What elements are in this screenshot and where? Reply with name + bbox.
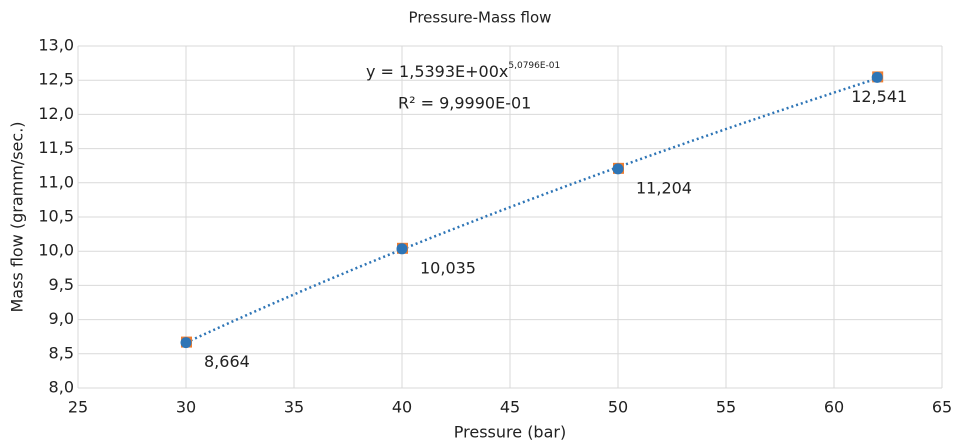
data-label: 10,035 (420, 258, 476, 277)
y-tick-label: 8,5 (49, 343, 74, 362)
y-tick-label: 10,5 (38, 207, 74, 226)
data-point (396, 243, 408, 255)
y-tick-label: 11,0 (38, 172, 74, 191)
trendline-equation: y = 1,5393E+00x5,0796E-01 (366, 61, 560, 81)
x-tick-label: 25 (68, 398, 88, 417)
y-tick-label: 12,0 (38, 104, 74, 123)
x-tick-label: 45 (500, 398, 520, 417)
x-tick-label: 30 (176, 398, 196, 417)
y-tick-label: 12,5 (38, 70, 74, 89)
r-squared: R² = 9,9990E-01 (398, 94, 531, 113)
chart-title: Pressure-Mass flow (409, 9, 552, 27)
data-point (180, 337, 192, 349)
y-tick-label: 11,5 (38, 138, 74, 157)
x-tick-label: 65 (932, 398, 952, 417)
data-point (612, 163, 624, 175)
equation-text: y = 1,5393E+00x (366, 62, 508, 81)
data-label: 11,204 (636, 178, 692, 197)
x-tick-label: 35 (284, 398, 304, 417)
x-tick-label: 60 (824, 398, 844, 417)
y-tick-label: 9,0 (49, 309, 74, 328)
y-tick-label: 9,5 (49, 275, 74, 294)
x-tick-label: 50 (608, 398, 628, 417)
y-tick-label: 10,0 (38, 241, 74, 260)
trendline (185, 77, 878, 344)
y-tick-label: 8,0 (49, 378, 74, 397)
equation-exponent: 5,0796E-01 (508, 61, 560, 71)
data-label: 8,664 (204, 352, 250, 371)
x-tick-label: 40 (392, 398, 412, 417)
data-point (871, 71, 883, 83)
x-axis-label: Pressure (bar) (454, 423, 566, 442)
y-tick-label: 13,0 (38, 36, 74, 55)
x-tick-label: 55 (716, 398, 736, 417)
y-axis-label: Mass flow (gramm/sec.) (8, 121, 27, 312)
data-label: 12,541 (851, 87, 907, 106)
